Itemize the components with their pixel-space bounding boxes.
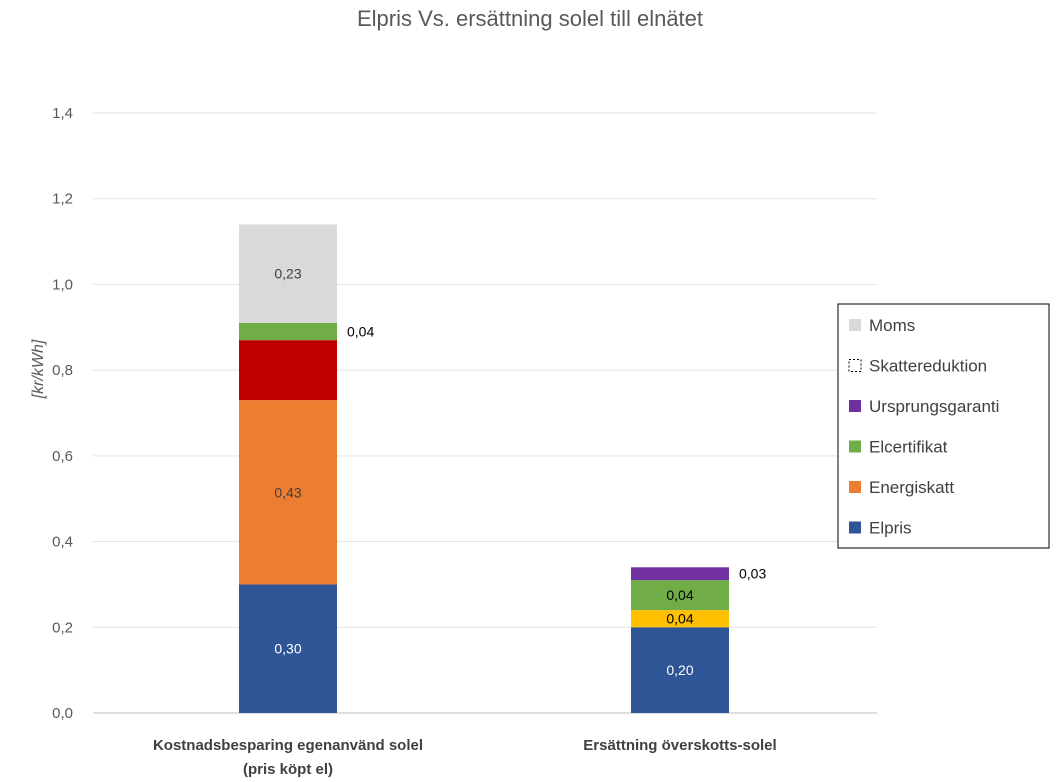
data-label: 0,23: [274, 266, 301, 282]
legend-swatch: [849, 521, 861, 534]
bar-segment: [239, 224, 337, 323]
legend-swatch: [849, 481, 861, 493]
data-label: 0,20: [666, 662, 693, 678]
bar-segment: [631, 567, 729, 581]
legend-item: Ursprungsgaranti: [849, 397, 999, 416]
legend-item: Energiskatt: [849, 478, 954, 497]
bar-segment: [631, 627, 729, 713]
legend-label: Ursprungsgaranti: [869, 397, 999, 416]
legend-label: Elpris: [869, 519, 912, 538]
legend-box: [837, 303, 1050, 549]
legend-label: Skattereduktion: [869, 357, 987, 376]
legend-label: Moms: [869, 316, 915, 335]
legend-swatch: [849, 319, 861, 331]
x-category-label: Kostnadsbesparing egenanvänd solel: [153, 737, 423, 754]
bar-segment: [631, 580, 729, 611]
y-tick-label: 1,0: [52, 276, 73, 293]
data-label: 0,03: [739, 566, 766, 582]
legend-item: Elpris: [849, 519, 912, 538]
y-tick-label: 1,4: [52, 105, 73, 122]
bar-segment: [239, 400, 337, 585]
bar-segment: [239, 584, 337, 713]
legend-label: Energiskatt: [869, 478, 954, 497]
y-tick-label: 1,2: [52, 191, 73, 208]
x-axis-categories: Kostnadsbesparing egenanvänd solel (pris …: [153, 737, 777, 778]
legend-swatch: [848, 359, 862, 372]
legend-item: Elcertifikat: [849, 438, 948, 457]
y-axis-label: [kr/kWh]: [30, 339, 47, 399]
y-tick-label: 0,2: [52, 619, 73, 636]
bar-segment: [631, 610, 729, 628]
bar-stack: 0,30 0,43 0,14 0,04 0,23: [239, 224, 374, 713]
y-tick-label: 0,8: [52, 362, 73, 379]
data-label: 0,04: [666, 611, 693, 627]
bar-segment: [239, 323, 337, 341]
bar-segment: [239, 340, 337, 401]
legend-swatch: [849, 440, 861, 453]
y-tick-label: 0,6: [52, 448, 73, 465]
chart-title: Elpris Vs. ersättning solel till elnätet: [357, 6, 703, 31]
bars: 0,30 0,43 0,14 0,04 0,23 0,20 0,04 0,04 0,03: [239, 224, 766, 713]
legend-item: Skattereduktion: [848, 357, 987, 376]
data-label: 0,14: [274, 362, 301, 378]
legend-label: Elcertifikat: [869, 438, 948, 457]
data-label: 0,43: [274, 484, 301, 500]
y-axis-ticks: 0,0 0,2 0,4 0,6 0,8 1,0 1,2 1,4: [52, 105, 73, 722]
x-category-label: (pris köpt el): [243, 761, 333, 778]
y-tick-label: 0,4: [52, 534, 73, 551]
data-label: 0,04: [666, 587, 693, 603]
legend: Moms Skattereduktion Ursprungsgaranti Elcer…: [837, 303, 1050, 549]
data-label: 0,04: [347, 324, 374, 340]
x-category-label: Ersättning överskotts-solel: [583, 737, 776, 754]
legend-item: Moms: [849, 316, 915, 335]
gridlines: [93, 112, 877, 714]
bar-stack: 0,20 0,04 0,04 0,03: [631, 566, 766, 713]
data-label: 0,30: [274, 641, 301, 657]
y-tick-label: 0,0: [52, 705, 73, 722]
legend-swatch: [849, 400, 861, 412]
